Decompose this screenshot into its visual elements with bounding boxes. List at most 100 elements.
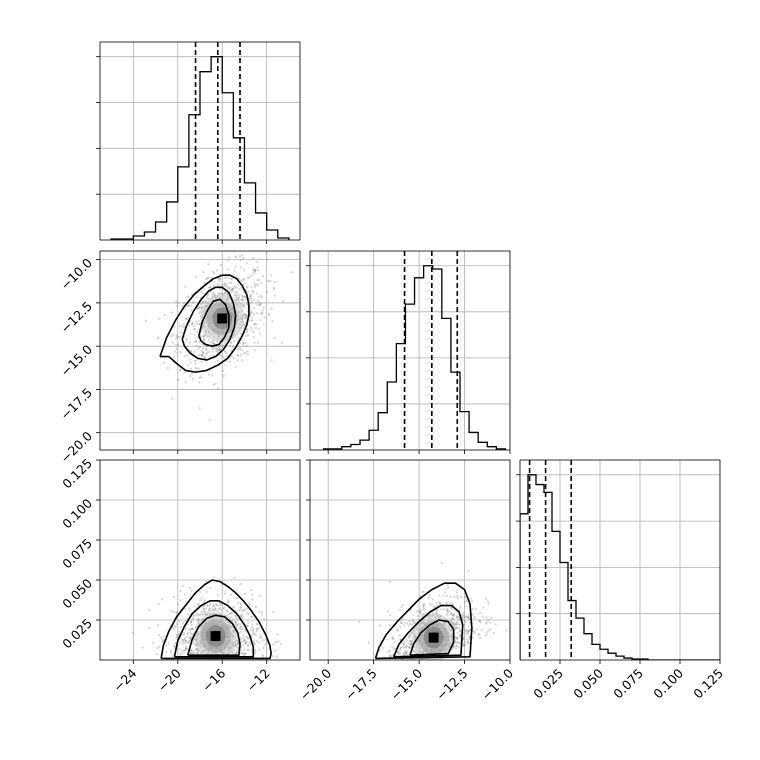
joint-3-1-xtick-label: −20 [155, 665, 184, 694]
joint-2-1-sample-point [213, 347, 216, 350]
joint-3-1-sample-point [141, 646, 144, 649]
joint-3-1-xtick-label: −16 [199, 665, 228, 694]
joint-3-2-sample-point [409, 640, 412, 643]
joint-3-2-panel [306, 459, 511, 664]
joint-2-1-sample-point [248, 297, 251, 301]
joint-3-1-sample-point [196, 618, 200, 621]
joint-3-2-sample-point [467, 569, 470, 572]
joint-2-1-sample-point [242, 352, 246, 355]
joint-2-1-sample-point [242, 298, 245, 302]
joint-3-1-sample-point [262, 646, 265, 649]
joint-3-2-sample-point [401, 603, 404, 606]
joint-2-1-sample-point [230, 290, 233, 293]
joint-3-1-sample-point [254, 651, 257, 654]
joint-2-1-sample-point [242, 291, 245, 294]
joint-3-1-sample-point [260, 613, 264, 616]
hist-3-xtick-label: 0.075 [610, 666, 646, 702]
joint-3-1-sample-point [227, 613, 230, 616]
joint-3-1-sample-point [247, 644, 250, 647]
joint-2-1-sample-point [179, 350, 182, 354]
joint-3-1-sample-point [247, 636, 250, 639]
joint-2-1-sample-point [234, 294, 237, 297]
joint-2-1-sample-point [256, 279, 259, 282]
joint-3-1-sample-point [185, 647, 188, 651]
joint-2-1-sample-point [216, 268, 219, 272]
joint-2-1-sample-point [179, 369, 182, 372]
joint-3-1-sample-point [203, 610, 206, 613]
hist-3-panel [516, 459, 721, 664]
joint-2-1-sample-point [223, 276, 226, 279]
joint-3-1-sample-point [260, 610, 263, 614]
joint-3-2-xtick-label: −17.5 [342, 666, 380, 704]
joint-3-1-sample-point [255, 629, 259, 633]
joint-3-2-sample-point [406, 644, 409, 648]
joint-3-2-sample-point [421, 590, 424, 593]
joint-3-2-sample-point [367, 641, 371, 644]
joint-2-1-sample-point [217, 277, 220, 280]
joint-2-1-sample-point [211, 348, 214, 351]
joint-2-1-sample-point [245, 316, 248, 319]
joint-3-1-sample-point [189, 631, 192, 634]
joint-3-2-sample-point [473, 631, 476, 635]
joint-2-1-sample-point [220, 284, 223, 287]
joint-3-2-sample-point [438, 602, 441, 605]
joint-2-1-sample-point [222, 344, 225, 347]
joint-3-1-sample-point [185, 647, 188, 650]
joint-2-1-sample-point [171, 333, 174, 336]
joint-3-2-sample-point [412, 661, 414, 663]
joint-2-1-sample-point [253, 269, 256, 272]
joint-2-1-sample-point [262, 323, 265, 326]
joint-2-1-sample-point [245, 313, 248, 316]
joint-2-1-sample-point [224, 351, 227, 354]
joint-3-1-sample-point [219, 607, 222, 610]
joint-3-2-sample-point [456, 615, 460, 618]
joint-3-2-sample-point [392, 637, 395, 640]
joint-2-1-sample-point [230, 281, 233, 285]
joint-3-2-sample-point [464, 605, 467, 608]
joint-3-1-sample-point [223, 592, 227, 595]
joint-3-1-sample-point [237, 641, 240, 644]
joint-3-2-sample-point [403, 624, 406, 627]
joint-3-1-sample-point [192, 627, 195, 631]
joint-3-1-sample-point [193, 605, 196, 608]
joint-2-1-sample-point [233, 269, 236, 272]
joint-3-2-sample-point [412, 621, 415, 624]
joint-2-1-sample-point [274, 280, 277, 283]
joint-2-1-sample-point [202, 351, 205, 354]
joint-3-1-sample-point [256, 623, 259, 626]
joint-3-1-sample-point [234, 621, 237, 624]
joint-3-1-sample-point [190, 628, 194, 631]
joint-3-1-sample-point [266, 641, 269, 644]
joint-3-1-sample-point [196, 613, 200, 616]
joint-3-1-sample-point [194, 614, 197, 617]
joint-2-1-sample-point [207, 373, 210, 376]
joint-3-1-sample-point [214, 607, 217, 610]
joint-3-2-sample-point [406, 653, 409, 657]
joint-2-1-sample-point [215, 349, 218, 352]
joint-2-1-sample-point [237, 336, 240, 340]
joint-3-2-sample-point [455, 623, 458, 626]
joint-3-2-xtick-label: −10.0 [478, 665, 516, 703]
joint-2-1-sample-point [207, 293, 210, 296]
joint-2-1-sample-point [203, 355, 207, 359]
joint-2-1-sample-point [190, 367, 193, 370]
joint-3-1-sample-point [193, 651, 196, 654]
joint-2-1-sample-point [186, 296, 189, 299]
joint-3-2-sample-point [458, 608, 461, 611]
joint-2-1-sample-point [171, 341, 175, 344]
joint-3-2-sample-point [396, 628, 399, 631]
joint-3-2-sample-point [422, 613, 425, 616]
joint-2-1-sample-point [271, 320, 274, 323]
joint-3-1-sample-point [189, 636, 192, 640]
joint-3-1-sample-point [188, 607, 191, 610]
joint-3-2-sample-point [410, 662, 412, 664]
joint-3-2-sample-point [398, 634, 401, 637]
joint-3-1-sample-point [213, 609, 216, 612]
joint-3-1-sample-point [258, 636, 261, 639]
joint-3-2-sample-point [462, 632, 465, 635]
joint-3-1-sample-point [201, 608, 205, 611]
joint-2-1-sample-point [270, 307, 273, 310]
joint-2-1-sample-point [243, 304, 246, 307]
joint-2-1-sample-point [290, 271, 293, 274]
